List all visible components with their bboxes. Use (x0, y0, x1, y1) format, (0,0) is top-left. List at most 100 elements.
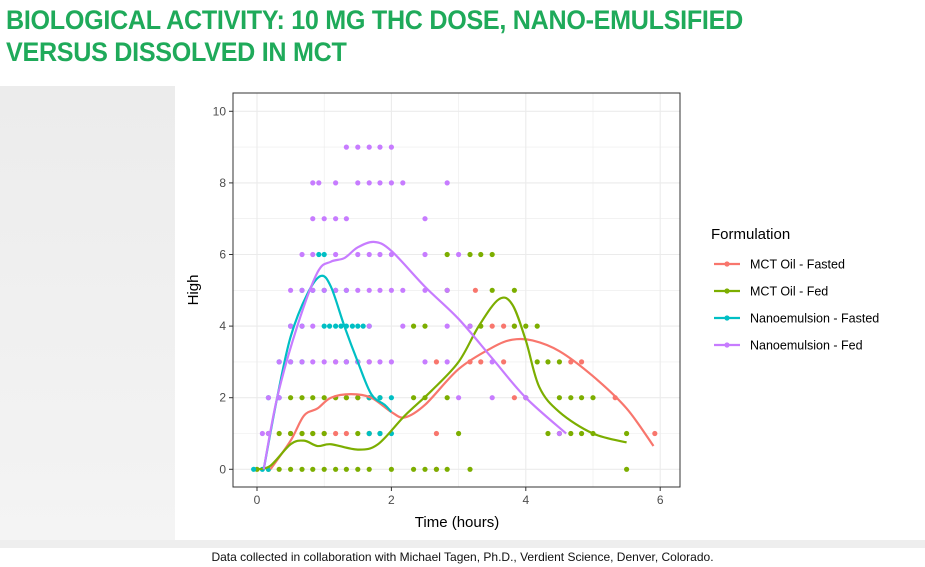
data-point (276, 466, 282, 472)
data-point (501, 359, 507, 365)
data-point (299, 359, 305, 365)
data-point (333, 323, 339, 329)
y-tick-label: 4 (219, 319, 226, 333)
data-point (578, 359, 585, 365)
data-point (456, 395, 462, 401)
data-point (388, 287, 394, 293)
data-point (310, 359, 316, 365)
data-point (310, 466, 316, 472)
data-point (556, 430, 563, 437)
data-point (444, 466, 450, 472)
data-point (534, 323, 540, 329)
data-point (265, 395, 272, 401)
data-point (511, 287, 517, 293)
data-point (388, 359, 394, 365)
data-point (444, 287, 450, 293)
data-point (534, 359, 540, 365)
data-point (321, 216, 327, 222)
data-point (321, 466, 327, 472)
legend-title: Formulation (711, 226, 790, 243)
data-point (433, 359, 440, 365)
data-point (355, 251, 361, 258)
data-point (489, 323, 495, 329)
data-point (467, 323, 473, 329)
legend-label: MCT Oil - Fasted (750, 258, 845, 272)
data-point (472, 287, 478, 293)
data-point (343, 359, 349, 365)
x-tick-label: 4 (522, 493, 529, 507)
data-point (444, 180, 450, 186)
data-point (366, 251, 372, 258)
x-tick-label: 0 (254, 493, 261, 507)
data-point (478, 359, 484, 365)
slide-caption: Data collected in collaboration with Mic… (211, 550, 714, 564)
legend: Formulation MCT Oil - Fasted MCT Oil - Fe… (711, 226, 879, 353)
data-point (333, 287, 339, 293)
data-point (343, 216, 349, 222)
data-point (366, 180, 372, 186)
data-point (478, 251, 484, 258)
data-point (377, 359, 383, 365)
data-point (288, 287, 294, 293)
data-point (467, 466, 473, 472)
data-point (355, 395, 361, 401)
data-point (377, 180, 383, 186)
data-point (333, 430, 339, 437)
data-point (400, 287, 406, 293)
data-point (400, 323, 406, 329)
x-tick-label: 2 (388, 493, 395, 507)
data-point (355, 323, 361, 329)
data-point (377, 395, 383, 401)
data-point (355, 287, 361, 293)
data-point (321, 430, 327, 437)
data-point (276, 359, 282, 365)
data-point (410, 395, 417, 401)
data-point (422, 216, 428, 222)
data-point (299, 430, 305, 437)
data-point (333, 251, 339, 258)
smooth-line (262, 274, 393, 470)
data-point (321, 359, 327, 365)
data-point (422, 323, 428, 329)
axis-ticks: 0 2 4 6 0 2 4 6 8 10 (213, 104, 664, 507)
data-point (366, 287, 372, 293)
slide-title-line-1: BIOLOGICAL ACTIVITY: 10 MG THC DOSE, NAN… (6, 5, 743, 35)
data-point (511, 323, 517, 329)
data-point (624, 430, 630, 437)
data-point (444, 395, 450, 401)
data-point (343, 287, 349, 293)
data-point (456, 251, 462, 258)
data-point (338, 323, 344, 329)
data-point (310, 216, 316, 222)
legend-key-point (724, 342, 730, 348)
data-point (333, 466, 339, 472)
data-point (578, 395, 585, 401)
data-point (355, 430, 361, 437)
data-point (333, 216, 339, 222)
data-point (321, 323, 327, 329)
data-point (299, 323, 305, 329)
data-point (288, 395, 294, 401)
data-point (545, 359, 551, 365)
y-axis-label: High (185, 275, 202, 306)
background-panel (0, 86, 175, 548)
data-point (400, 180, 406, 186)
data-point (316, 251, 322, 258)
data-point (321, 251, 327, 258)
data-point (377, 430, 383, 437)
legend-label: Nanoemulsion - Fed (750, 339, 863, 353)
data-point (251, 466, 257, 472)
data-point (333, 180, 339, 186)
y-tick-label: 0 (219, 462, 226, 476)
data-point (288, 466, 294, 472)
slide-title-line-2: VERSUS DISSOLVED IN MCT (6, 37, 347, 67)
plot-panel-border (232, 92, 681, 488)
data-point (444, 359, 450, 365)
data-point (326, 323, 333, 329)
x-axis-label: Time (hours) (415, 514, 499, 531)
data-point (276, 430, 282, 437)
smooth-line (269, 337, 655, 470)
data-point (410, 323, 417, 329)
y-tick-label: 10 (213, 104, 227, 118)
